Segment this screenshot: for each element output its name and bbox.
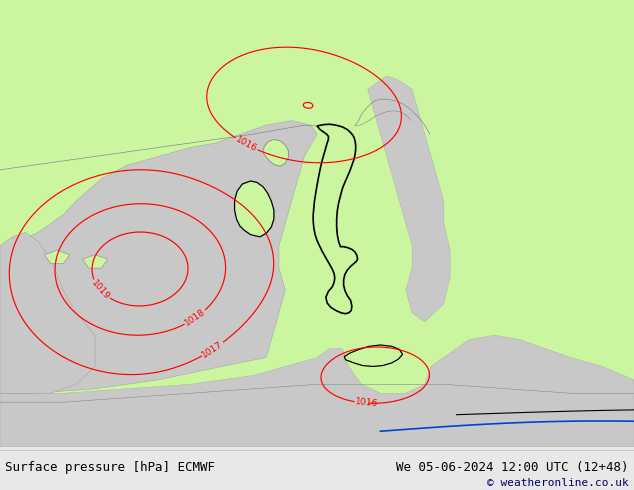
Polygon shape bbox=[0, 335, 634, 447]
Polygon shape bbox=[82, 255, 108, 268]
Text: 1016: 1016 bbox=[355, 397, 379, 409]
Text: We 05-06-2024 12:00 UTC (12+48): We 05-06-2024 12:00 UTC (12+48) bbox=[396, 461, 629, 474]
Polygon shape bbox=[0, 121, 317, 393]
Polygon shape bbox=[44, 250, 70, 264]
Text: Surface pressure [hPa] ECMWF: Surface pressure [hPa] ECMWF bbox=[5, 461, 215, 474]
Polygon shape bbox=[264, 140, 288, 166]
Text: 1016: 1016 bbox=[234, 135, 259, 154]
Polygon shape bbox=[235, 181, 274, 237]
Polygon shape bbox=[344, 345, 403, 367]
Polygon shape bbox=[368, 76, 450, 322]
Text: 1017: 1017 bbox=[200, 340, 225, 360]
Polygon shape bbox=[0, 232, 95, 393]
Polygon shape bbox=[313, 124, 358, 314]
Text: 1018: 1018 bbox=[183, 308, 207, 328]
Text: 1019: 1019 bbox=[89, 278, 112, 302]
Text: © weatheronline.co.uk: © weatheronline.co.uk bbox=[487, 478, 629, 488]
